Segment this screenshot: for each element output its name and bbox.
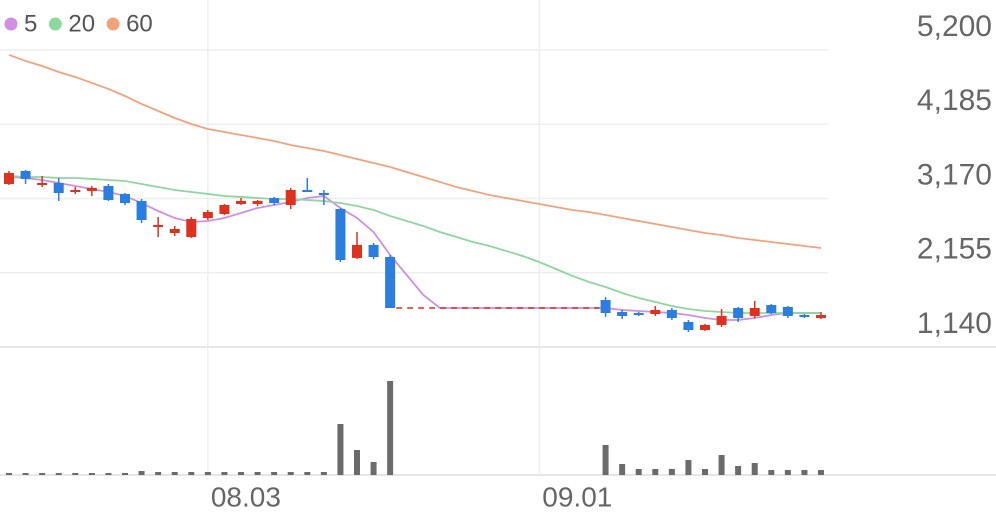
volume-bar (22, 473, 29, 475)
volume-bar (652, 469, 659, 475)
candle-body (4, 172, 14, 184)
legend-label: 60 (126, 10, 153, 37)
candle-body (169, 228, 180, 234)
candle-body (733, 308, 744, 319)
y-tick-label: 4,185 (917, 84, 992, 117)
volume-bar (55, 473, 62, 475)
volume-bar (635, 469, 642, 475)
volume-bar (768, 470, 775, 475)
candle-body (749, 308, 760, 316)
candle-body (120, 193, 130, 204)
ma-line (8, 54, 822, 249)
candle-body (799, 315, 810, 318)
y-tick-label: 3,170 (917, 158, 992, 191)
volume-bar (88, 473, 95, 475)
candle-body (716, 315, 727, 325)
candle-body (70, 189, 81, 192)
volume-bar (685, 460, 692, 475)
volume-bar (204, 472, 211, 475)
volume-bar (801, 470, 808, 475)
volume-bar (370, 462, 377, 475)
volume-bar (735, 466, 742, 475)
candle-body (269, 197, 280, 204)
candle-body (352, 244, 362, 258)
volume-bar (221, 472, 228, 475)
legend-label: 20 (68, 10, 95, 37)
volume-bar (238, 472, 244, 475)
candle-body (368, 244, 379, 258)
volume-bar (718, 455, 725, 475)
candle-body (617, 312, 628, 316)
y-tick-label: 5,200 (917, 10, 992, 43)
candle-body (766, 305, 777, 313)
y-tick-label: 2,155 (917, 233, 992, 266)
x-tick-label: 09.01 (542, 481, 612, 512)
volume-bar (702, 469, 708, 475)
volume-bar (138, 471, 145, 475)
candle-body (202, 212, 213, 219)
candle-body (20, 170, 31, 179)
volume-bar (271, 472, 278, 475)
volume-bar (337, 424, 344, 475)
candle-body (86, 187, 97, 191)
legend-dot (48, 17, 62, 31)
candle-body (136, 200, 147, 220)
volume-bar (304, 472, 311, 475)
volume-bar (188, 472, 195, 475)
volume-bar (171, 472, 178, 475)
y-tick-label: 1,140 (917, 307, 992, 340)
volume-bar (287, 472, 294, 475)
candle-body (186, 218, 197, 237)
candle-body (600, 300, 611, 313)
candle-body (236, 200, 246, 204)
volume-bar (668, 469, 675, 475)
candle-body (650, 309, 661, 315)
legend-dot (4, 17, 18, 31)
candle-body (633, 312, 644, 316)
volume-bar (818, 470, 824, 475)
candle-body (666, 309, 677, 319)
candle-body (153, 224, 164, 228)
volume-bar (784, 470, 791, 475)
candle-body (700, 324, 710, 331)
candle-body (103, 185, 114, 201)
candle-body (782, 306, 793, 316)
legend-dot (106, 17, 120, 31)
volume-bar (72, 473, 79, 475)
candle-body (219, 204, 230, 214)
volume-bar (155, 472, 162, 475)
candle-body (385, 257, 396, 309)
candle-body (318, 192, 329, 195)
volume-bar (751, 463, 758, 475)
volume-bar (320, 472, 327, 475)
volume-bar (354, 450, 360, 475)
legend-label: 5 (24, 10, 37, 37)
volume-bar (387, 381, 394, 475)
volume-bar (254, 472, 261, 475)
candle-body (285, 189, 296, 205)
candle-body (252, 200, 263, 204)
volume-bar (105, 473, 112, 475)
candle-body (37, 182, 48, 185)
volume-bar (602, 445, 609, 475)
candle-body (683, 321, 694, 331)
ma-line (8, 175, 821, 314)
candle-body (302, 189, 313, 192)
x-tick-label: 08.03 (211, 481, 281, 512)
volume-bar (619, 464, 626, 475)
candle-body (53, 182, 64, 193)
volume-bar (122, 473, 128, 475)
volume-bar (39, 473, 46, 475)
volume-bar (6, 473, 12, 475)
candle-body (335, 209, 346, 261)
candle-body (816, 315, 826, 319)
